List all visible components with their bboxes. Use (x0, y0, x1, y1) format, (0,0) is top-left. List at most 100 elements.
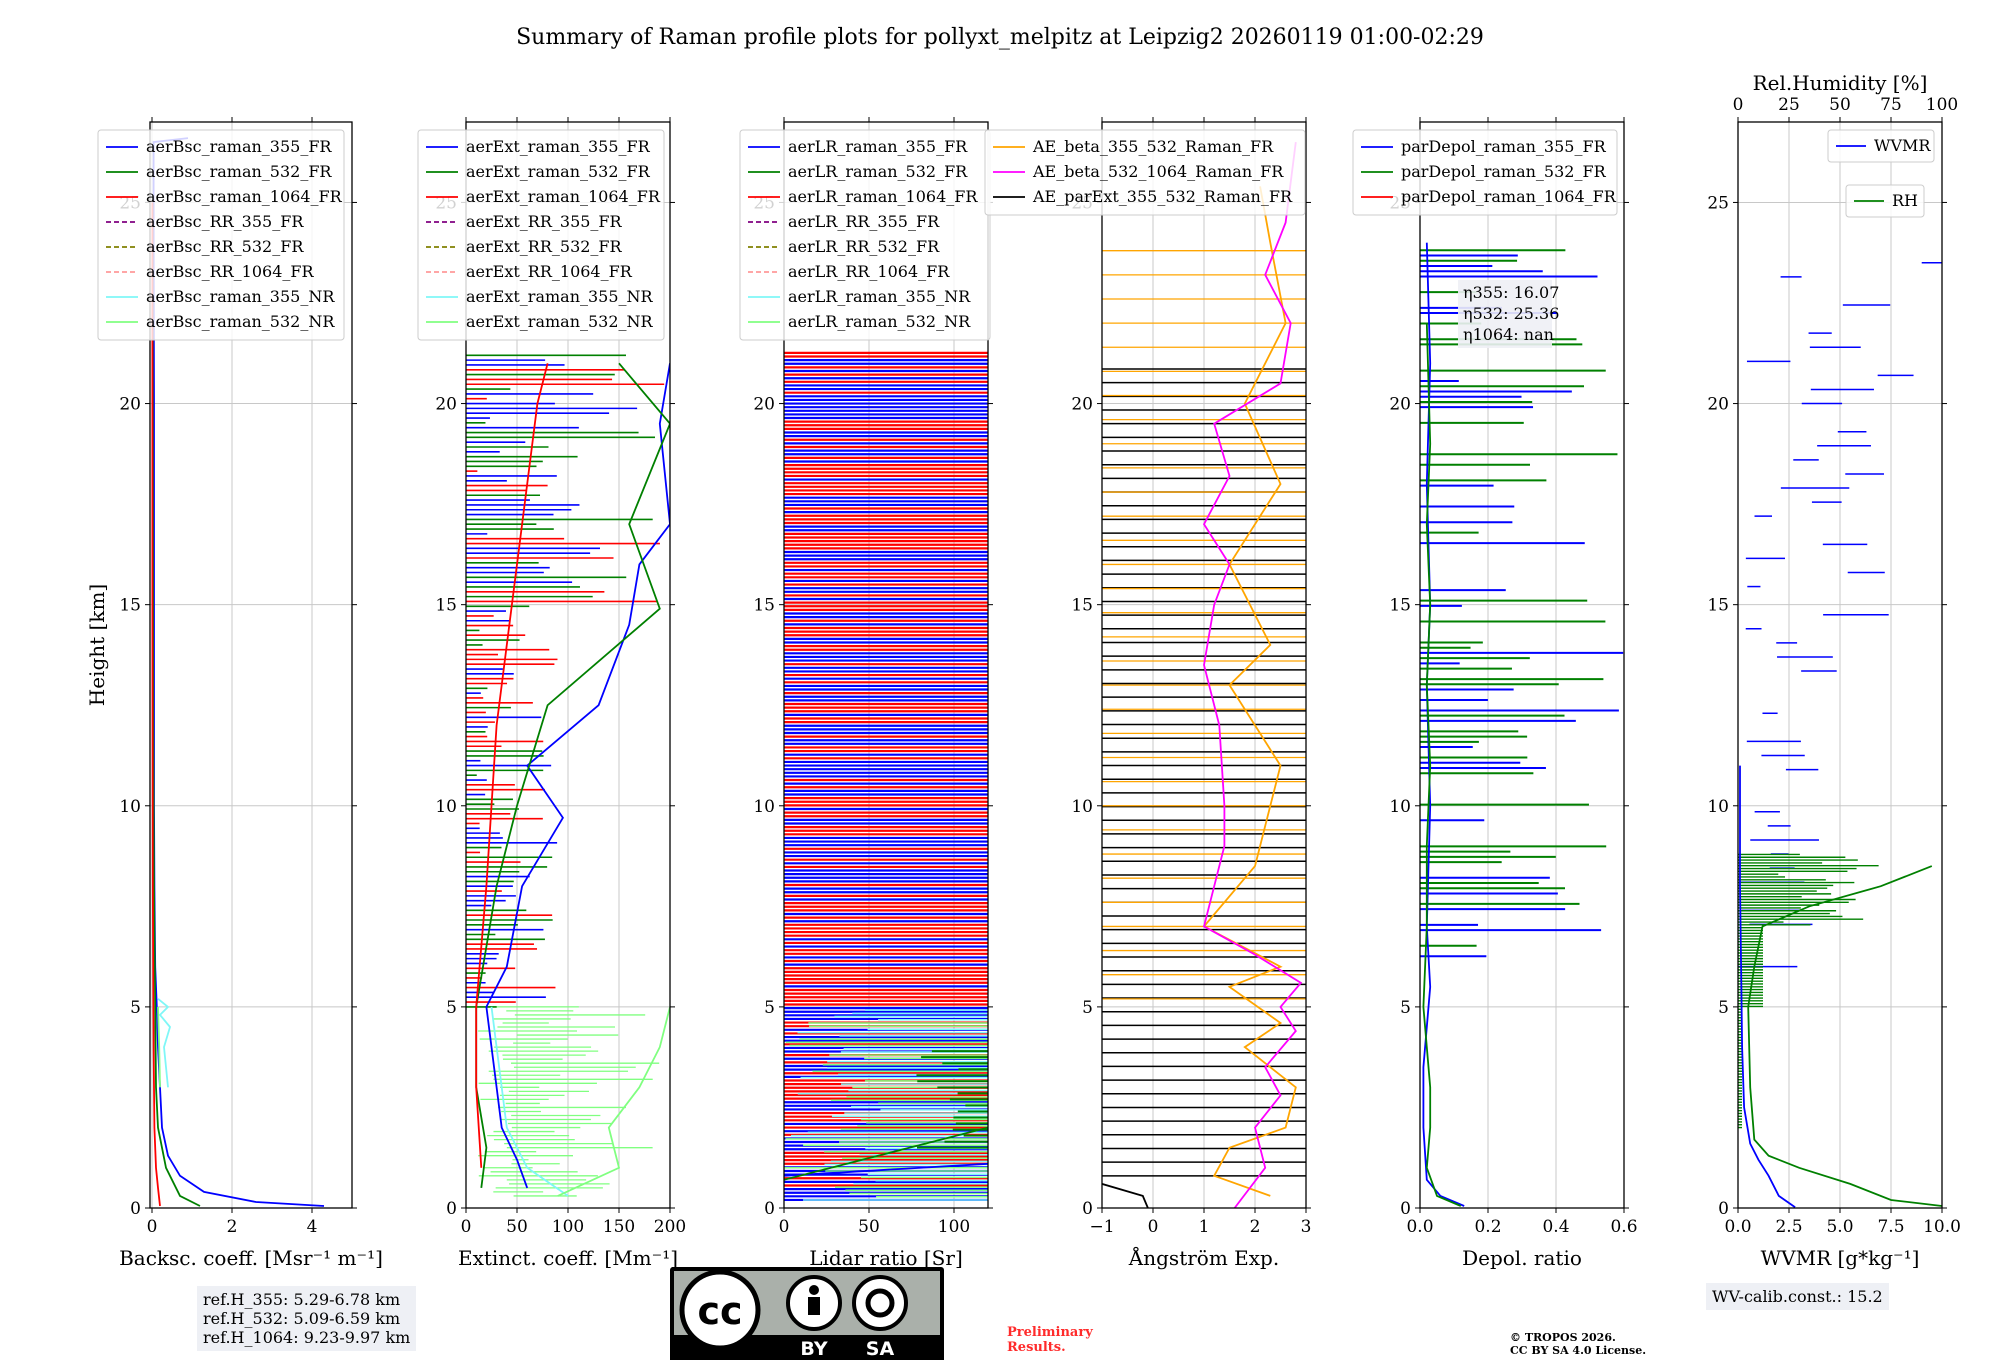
refh-355: ref.H_355: 5.29-6.78 km (203, 1290, 401, 1309)
series-RH (1747, 865, 1942, 1207)
eta-value: η532: 25.36 (1463, 304, 1559, 323)
y-tick-label: 15 (753, 596, 775, 616)
x-tick-label: 2.5 (1775, 1217, 1802, 1237)
legend-entry: aerBsc_raman_355_FR (146, 137, 332, 156)
legend-entry: aerLR_RR_1064_FR (788, 262, 950, 281)
legend-box (1827, 129, 1935, 163)
y-tick-label: 20 (119, 395, 141, 415)
legend: WVMR RH (1827, 129, 1935, 218)
x-axis-label: Extinct. coeff. [Mm⁻¹] (458, 1246, 678, 1270)
cc-license-badge: cc BY SA (670, 1267, 944, 1363)
y-tick-label: 15 (1071, 596, 1093, 616)
legend-entry: aerLR_RR_355_FR (788, 212, 940, 231)
legend: parDepol_raman_355_FR parDepol_raman_532_… (1352, 129, 1618, 216)
series-aerBsc_raman_1064_FR (151, 202, 161, 1207)
legend-entry: aerExt_raman_532_FR (466, 162, 651, 181)
x-tick-label: 2 (227, 1217, 238, 1237)
x-axis-label: Ångström Exp. (1128, 1245, 1279, 1270)
y-tick-label: 20 (1389, 395, 1411, 415)
y-tick-label: 0 (1082, 1199, 1093, 1219)
plot-frame (1419, 121, 1625, 1209)
y-tick-label: 10 (119, 797, 141, 817)
panel-wv: 0 5 10 15 20 25 0.0 2.5 5.0 7.5 10.0 0 25 50 75 100Rel.… (1707, 71, 1961, 1270)
y-tick-label: 15 (1389, 596, 1411, 616)
wv-calib-const: WV-calib.const.: 15.2 (1712, 1287, 1883, 1306)
legend-entry: aerExt_raman_355_FR (466, 137, 651, 156)
legend: aerBsc_raman_355_FR aerBsc_raman_532_FRae… (97, 129, 345, 341)
y-tick-label: 20 (1707, 395, 1729, 415)
legend-entry: aerLR_raman_355_FR (788, 137, 968, 156)
x2-tick-label: 25 (1778, 95, 1800, 115)
x2-tick-label: 100 (1926, 95, 1958, 115)
legend-entry: aerExt_RR_1064_FR (466, 262, 633, 281)
x-axis-label: Backsc. coeff. [Msr⁻¹ m⁻¹] (119, 1246, 383, 1270)
x-tick-label: 0.0 (1724, 1217, 1751, 1237)
x-tick-label: 10.0 (1923, 1217, 1961, 1237)
legend-entry: aerBsc_raman_532_FR (146, 162, 332, 181)
data-layer (1738, 262, 1942, 1208)
x-axis-label: Lidar ratio [Sr] (809, 1246, 963, 1270)
y-tick-label: 15 (435, 596, 457, 616)
x-tick-label: 0 (779, 1217, 790, 1237)
x-tick-label: 2 (1250, 1217, 1261, 1237)
panel-lr: 0510152025050100Lidar ratio [Sr]aerLR_ra… (739, 117, 993, 1270)
legend: AE_beta_355_532_Raman_FR AE_beta_532_1064… (984, 129, 1306, 216)
plot-frame (149, 121, 353, 1209)
wv-calib-box: WV-calib.const.: 15.2 (1706, 1283, 1889, 1310)
y-tick-label: 5 (764, 998, 775, 1018)
y-tick-label: 20 (753, 395, 775, 415)
legend-entry: aerExt_raman_1064_FR (466, 187, 661, 206)
x-axis-label: Depol. ratio (1462, 1246, 1582, 1270)
figure-title: Summary of Raman profile plots for polly… (516, 25, 1484, 50)
x-tick-label: 7.5 (1877, 1217, 1904, 1237)
legend-box (739, 129, 991, 341)
x2-tick-label: 0 (1733, 95, 1744, 115)
legend-entry: WVMR (1874, 136, 1931, 155)
y-tick-label: 10 (435, 797, 457, 817)
data-layer (1420, 242, 1624, 1207)
legend-entry: AE_parExt_355_532_Raman_FR (1032, 187, 1293, 206)
sa-label: SA (866, 1338, 895, 1360)
x-tick-label: 0 (1148, 1217, 1159, 1237)
legend-box (97, 129, 345, 341)
eta-annotations: η355: 16.07 η532: 25.36 η1064: nan (1458, 280, 1559, 348)
legend-entry: parDepol_raman_355_FR (1401, 137, 1607, 156)
x-tick-label: 0.0 (1406, 1217, 1433, 1237)
legend-box (1845, 184, 1925, 218)
legend-entry: aerBsc_RR_1064_FR (146, 262, 315, 281)
x-tick-label: 3 (1301, 1217, 1312, 1237)
x2-tick-label: 75 (1880, 95, 1902, 115)
y-axis-label: Height [km] (85, 584, 109, 706)
x-tick-label: 0.6 (1610, 1217, 1637, 1237)
refh-532: ref.H_532: 5.09-6.59 km (203, 1309, 401, 1328)
data-layer (1102, 141, 1306, 1208)
y-tick-label: 5 (446, 998, 457, 1018)
legend-box (417, 129, 665, 341)
x2-axis-label: Rel.Humidity [%] (1753, 71, 1928, 95)
legend-entry: aerExt_raman_355_NR (466, 287, 654, 306)
eta-value: η1064: nan (1463, 325, 1554, 344)
y-tick-label: 10 (1389, 797, 1411, 817)
legend-entry: RH (1892, 191, 1918, 210)
legend-entry: aerBsc_raman_355_NR (146, 287, 335, 306)
legend-box (1352, 129, 1618, 216)
y-tick-label: 5 (130, 998, 141, 1018)
eta-box (1458, 280, 1552, 348)
legend-entry: aerBsc_raman_1064_FR (146, 187, 343, 206)
copyright-line-1: © TROPOS 2026. (1510, 1331, 1616, 1344)
y-tick-label: 15 (119, 596, 141, 616)
x-tick-label: 1 (1199, 1217, 1210, 1237)
series-aerLR_raman_532_FR (784, 1126, 988, 1181)
y-tick-label: 25 (1707, 193, 1729, 213)
data-layer (466, 354, 670, 1197)
x2-tick-label: 50 (1829, 95, 1851, 115)
legend-entry: aerExt_RR_532_FR (466, 237, 623, 256)
y-tick-label: 20 (1071, 395, 1093, 415)
y-tick-label: 5 (1718, 998, 1729, 1018)
y-tick-label: 0 (1718, 1199, 1729, 1219)
panel-bsc: 0510152025024Backsc. coeff. [Msr⁻¹ m⁻¹]a… (97, 117, 383, 1270)
